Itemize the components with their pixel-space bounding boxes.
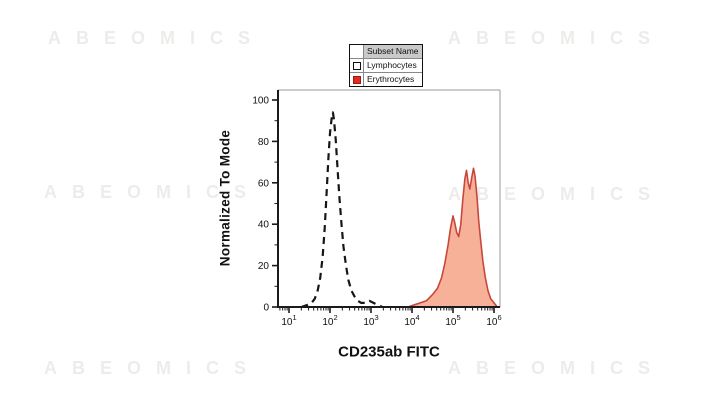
- legend-header-row: Subset Name: [350, 45, 422, 58]
- svg-text:105: 105: [445, 313, 460, 328]
- watermark: ABEOMICS: [448, 28, 666, 48]
- svg-text:104: 104: [404, 313, 419, 328]
- svg-text:103: 103: [363, 313, 378, 328]
- svg-text:102: 102: [322, 313, 337, 328]
- watermark: ABEOMICS: [44, 182, 262, 202]
- svg-text:60: 60: [258, 178, 270, 189]
- watermark: ABEOMICS: [448, 184, 666, 204]
- lymphocytes-swatch: [352, 61, 361, 70]
- erythrocytes-swatch: [352, 75, 361, 84]
- legend-label-erythrocytes: Erythrocytes: [367, 74, 415, 84]
- legend-row-lymphocytes: Lymphocytes: [350, 58, 422, 72]
- svg-text:40: 40: [258, 220, 270, 231]
- svg-text:100: 100: [252, 96, 269, 107]
- legend-header-swatch-cell: [350, 45, 364, 58]
- x-axis-title: CD235ab FITC: [338, 343, 440, 361]
- legend-row-erythrocytes: Erythrocytes: [350, 72, 422, 86]
- legend-label-lymphocytes: Lymphocytes: [367, 60, 417, 70]
- svg-text:0: 0: [263, 303, 269, 314]
- y-axis-title: Normalized To Mode: [217, 129, 233, 267]
- svg-text:106: 106: [486, 313, 501, 328]
- watermark: ABEOMICS: [48, 28, 266, 48]
- legend: Subset Name Lymphocytes Erythrocytes: [349, 44, 423, 87]
- svg-text:80: 80: [258, 137, 270, 148]
- svg-text:101: 101: [281, 313, 296, 328]
- watermark: ABEOMICS: [448, 358, 666, 378]
- legend-header: Subset Name: [364, 45, 422, 58]
- svg-text:20: 20: [258, 261, 270, 272]
- watermark: ABEOMICS: [44, 358, 262, 378]
